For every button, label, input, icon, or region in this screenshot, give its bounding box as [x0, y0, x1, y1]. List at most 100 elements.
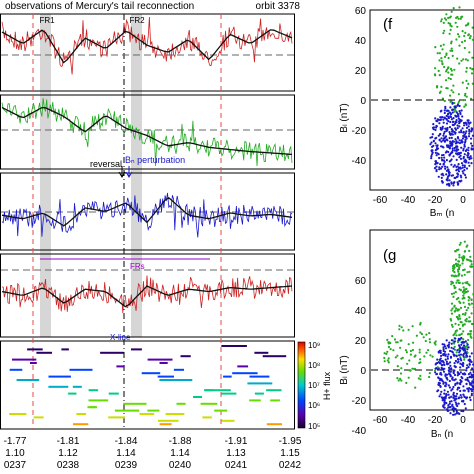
- spectrogram-bin: [141, 372, 161, 375]
- scatter-point: [451, 325, 454, 328]
- scatter-point: [463, 358, 466, 361]
- scatter-point: [448, 184, 451, 187]
- scatter-point: [431, 355, 434, 358]
- scatter-point: [435, 119, 438, 122]
- scatter-point: [444, 136, 447, 139]
- scatter-point: [435, 86, 439, 89]
- panel-g-ytick: -20: [352, 396, 367, 407]
- scatter-point: [459, 289, 462, 292]
- scatter-point: [452, 91, 455, 94]
- scatter-point: [471, 82, 474, 85]
- scatter-point: [408, 359, 411, 362]
- scatter-point: [448, 32, 451, 35]
- scatter-point: [458, 122, 461, 125]
- scatter-point: [439, 384, 442, 388]
- scatter-point: [449, 355, 453, 358]
- scatter-point: [456, 124, 459, 127]
- scatter-point: [470, 373, 473, 376]
- scatter-point: [459, 333, 462, 336]
- scatter-point: [463, 395, 466, 398]
- scatter-point: [464, 407, 467, 410]
- scatter-point: [458, 351, 461, 354]
- scatter-point: [470, 137, 473, 140]
- scatter-point: [457, 170, 461, 173]
- scatter-point: [468, 387, 471, 390]
- scatter-point: [459, 301, 462, 305]
- scatter-point: [455, 145, 459, 148]
- colorbar-tick: 10⁷: [308, 381, 320, 390]
- scatter-point: [462, 344, 466, 347]
- scatter-point: [467, 135, 471, 138]
- scatter-point: [451, 101, 454, 105]
- scatter-point: [438, 59, 441, 62]
- scatter-point: [455, 152, 458, 155]
- scatter-point: [461, 164, 464, 167]
- scatter-point: [436, 118, 439, 121]
- scatter-point: [448, 147, 451, 150]
- spectrogram-bin: [200, 402, 218, 405]
- scatter-point: [457, 318, 460, 321]
- scatter-point: [447, 182, 450, 185]
- scatter-point: [400, 326, 403, 329]
- fr2-label: FR2: [129, 16, 145, 25]
- scatter-point: [471, 322, 474, 326]
- scatter-point: [462, 389, 465, 392]
- scatter-point: [454, 407, 457, 410]
- scatter-point: [442, 134, 445, 137]
- scatter-point: [449, 67, 453, 70]
- scatter-point: [430, 157, 433, 160]
- scatter-point: [469, 265, 472, 268]
- scatter-point: [417, 377, 420, 380]
- scatter-point: [439, 362, 442, 365]
- scatter-point: [464, 378, 467, 381]
- scatter-point: [449, 28, 452, 31]
- scatter-point: [454, 322, 457, 325]
- scatter-point: [464, 313, 467, 316]
- scatter-point: [443, 17, 446, 20]
- panel-g-xtick: 0: [460, 415, 466, 426]
- scatter-point: [462, 330, 465, 333]
- scatter-point: [460, 396, 463, 399]
- scatter-point: [454, 176, 457, 180]
- scatter-point: [467, 346, 470, 349]
- scatter-point: [443, 55, 447, 59]
- scatter-point: [461, 137, 465, 140]
- panel-g-xtick: -40: [401, 415, 416, 426]
- scatter-point: [465, 130, 468, 133]
- scatter-point: [462, 338, 465, 341]
- scatter-point: [451, 151, 454, 154]
- scatter-point: [447, 366, 451, 369]
- scatter-point: [457, 117, 460, 120]
- scatter-point: [457, 268, 461, 271]
- panel-g-ytick: 0: [360, 366, 366, 377]
- scatter-point: [438, 52, 441, 55]
- spectrogram-bin: [180, 355, 191, 358]
- scatter-point: [448, 136, 451, 140]
- scatter-point: [450, 128, 453, 131]
- scatter-point: [446, 378, 449, 381]
- scatter-point: [467, 379, 470, 382]
- scatter-point: [461, 377, 464, 380]
- scatter-point: [458, 62, 461, 65]
- scatter-point: [407, 376, 410, 379]
- scatter-point: [462, 255, 465, 258]
- scatter-point: [465, 66, 468, 70]
- scatter-point: [464, 138, 467, 141]
- scatter-point: [466, 364, 469, 367]
- scatter-point: [452, 408, 455, 411]
- scatter-point: [439, 351, 442, 354]
- scatter-point: [447, 362, 450, 365]
- scatter-point: [459, 154, 462, 157]
- scatter-point: [466, 333, 470, 336]
- time-row3-label: 0240: [169, 460, 192, 471]
- scatter-point: [399, 339, 402, 342]
- scatter-point: [450, 143, 453, 146]
- scatter-point: [446, 145, 449, 148]
- scatter-point: [389, 348, 392, 351]
- scatter-point: [457, 17, 460, 20]
- scatter-point: [468, 130, 471, 133]
- scatter-point: [391, 335, 394, 338]
- scatter-point: [467, 33, 470, 36]
- scatter-point: [459, 264, 462, 267]
- scatter-point: [441, 48, 444, 51]
